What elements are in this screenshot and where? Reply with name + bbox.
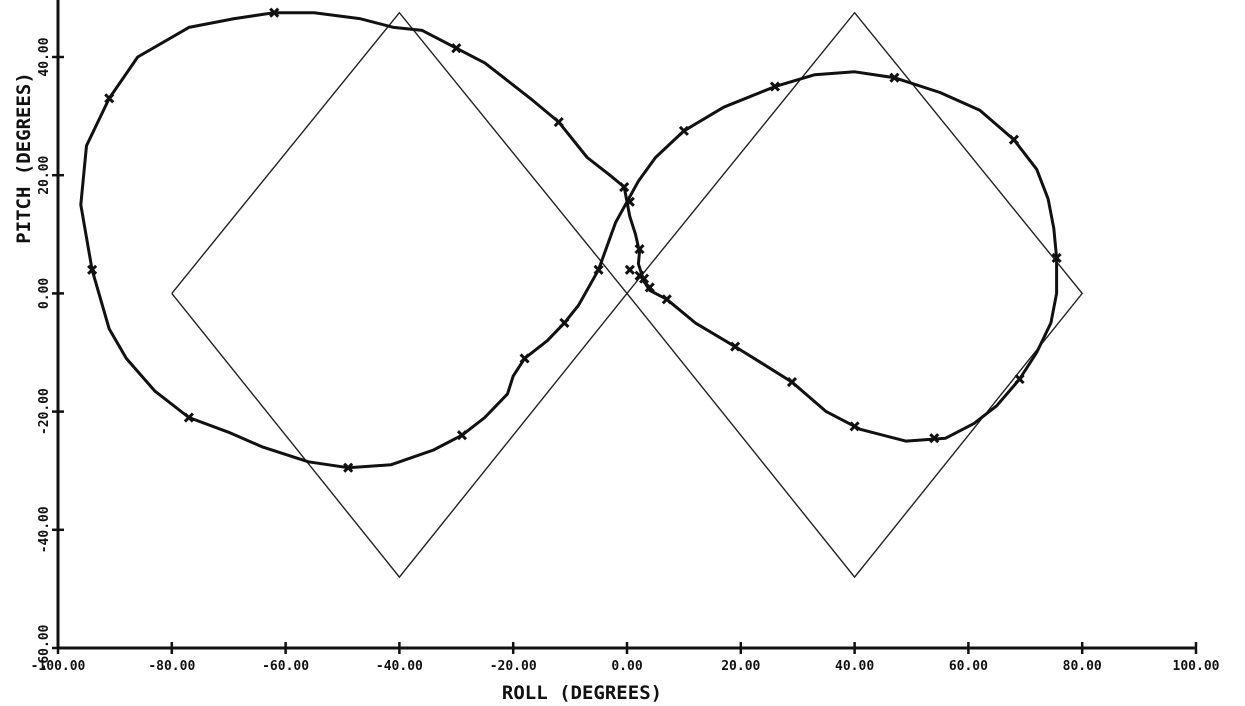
x-mark-icon	[456, 430, 468, 441]
x-mark-icon	[624, 264, 635, 275]
reference-diamond-layer	[171, 11, 1084, 579]
x-mark-icon	[1014, 374, 1025, 385]
reference-diamond-series	[171, 11, 1084, 579]
x-mark-icon	[624, 196, 635, 207]
x-tick-label: 0.00	[611, 659, 642, 674]
x-mark-icon	[1008, 134, 1019, 145]
x-tick-label: 100.00	[1173, 659, 1220, 674]
y-tick-label: -40.00	[37, 506, 52, 553]
axes: -100.00 -80.00 -60.00 -40.00 -20.00 0.00 20.00…	[31, 0, 1220, 674]
x-mark-icon	[87, 264, 98, 275]
x-mark-icon	[451, 43, 462, 54]
x-mark-icon	[929, 433, 940, 444]
x-mark-icon	[769, 81, 781, 92]
y-tick-label: 20.00	[37, 155, 52, 194]
x-tick-label: 60.00	[949, 659, 988, 674]
x-mark-icon	[553, 116, 564, 128]
y-axis-title: PITCH (DEGREES)	[13, 72, 35, 244]
x-tick-label: -80.00	[148, 659, 195, 674]
x-mark-icon	[889, 72, 900, 83]
data-curve-layer	[79, 7, 1062, 473]
x-tick-label: 40.00	[835, 659, 874, 674]
x-mark-icon	[730, 341, 741, 352]
x-mark-icon	[559, 317, 570, 329]
y-tick-label: 40.00	[37, 37, 52, 76]
x-tick-label: -100.00	[31, 659, 86, 674]
x-tick-label: 20.00	[721, 659, 760, 674]
x-tick-label: -20.00	[490, 659, 537, 674]
x-mark-icon	[619, 181, 630, 193]
x-mark-icon	[661, 294, 672, 305]
measured-loop-series-1	[79, 11, 629, 470]
y-tick-label: 0.00	[37, 278, 52, 309]
y-tick-label: -20.00	[37, 388, 52, 435]
x-mark-icon	[849, 421, 860, 432]
x-tick-label: 80.00	[1063, 659, 1102, 674]
x-tick-label: -60.00	[262, 659, 309, 674]
x-tick-label: -40.00	[376, 659, 423, 674]
measured-loop-series-2	[625, 70, 1059, 443]
x-mark-icon	[519, 353, 530, 364]
x-mark-icon	[634, 244, 645, 255]
x-mark-icon	[634, 270, 645, 281]
x-mark-icon	[678, 125, 689, 136]
x-mark-icon	[104, 93, 115, 104]
x-mark-icon	[343, 462, 354, 473]
x-mark-icon	[183, 412, 194, 423]
x-mark-icon	[644, 282, 655, 293]
x-mark-icon	[786, 376, 798, 388]
x-mark-icon	[593, 264, 604, 275]
x-axis-title: ROLL (DEGREES)	[502, 682, 662, 704]
x-mark-icon	[1051, 252, 1062, 264]
y-tick-label: -60.00	[37, 624, 52, 671]
x-mark-icon	[269, 7, 280, 18]
